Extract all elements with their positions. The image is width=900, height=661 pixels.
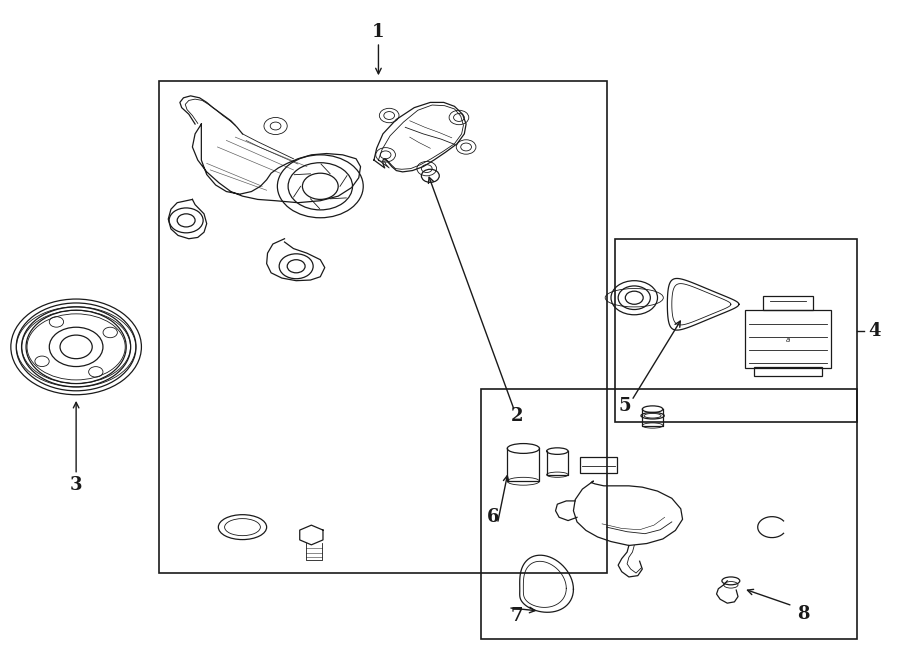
Text: 1: 1 [373, 23, 384, 41]
Text: 4: 4 [868, 321, 881, 340]
Text: 8: 8 [797, 605, 810, 623]
Text: 5: 5 [618, 397, 631, 415]
Text: 2: 2 [511, 407, 523, 425]
Bar [763, 295, 813, 310]
Text: 7: 7 [511, 607, 523, 625]
Polygon shape [300, 525, 323, 545]
Text: a: a [786, 337, 790, 343]
Text: 6: 6 [487, 508, 500, 526]
Bar [616, 239, 857, 422]
Bar [482, 389, 857, 639]
Bar [159, 81, 607, 573]
Bar [580, 457, 617, 473]
Text: 3: 3 [70, 475, 83, 494]
Bar [754, 367, 822, 376]
Bar [745, 310, 831, 368]
